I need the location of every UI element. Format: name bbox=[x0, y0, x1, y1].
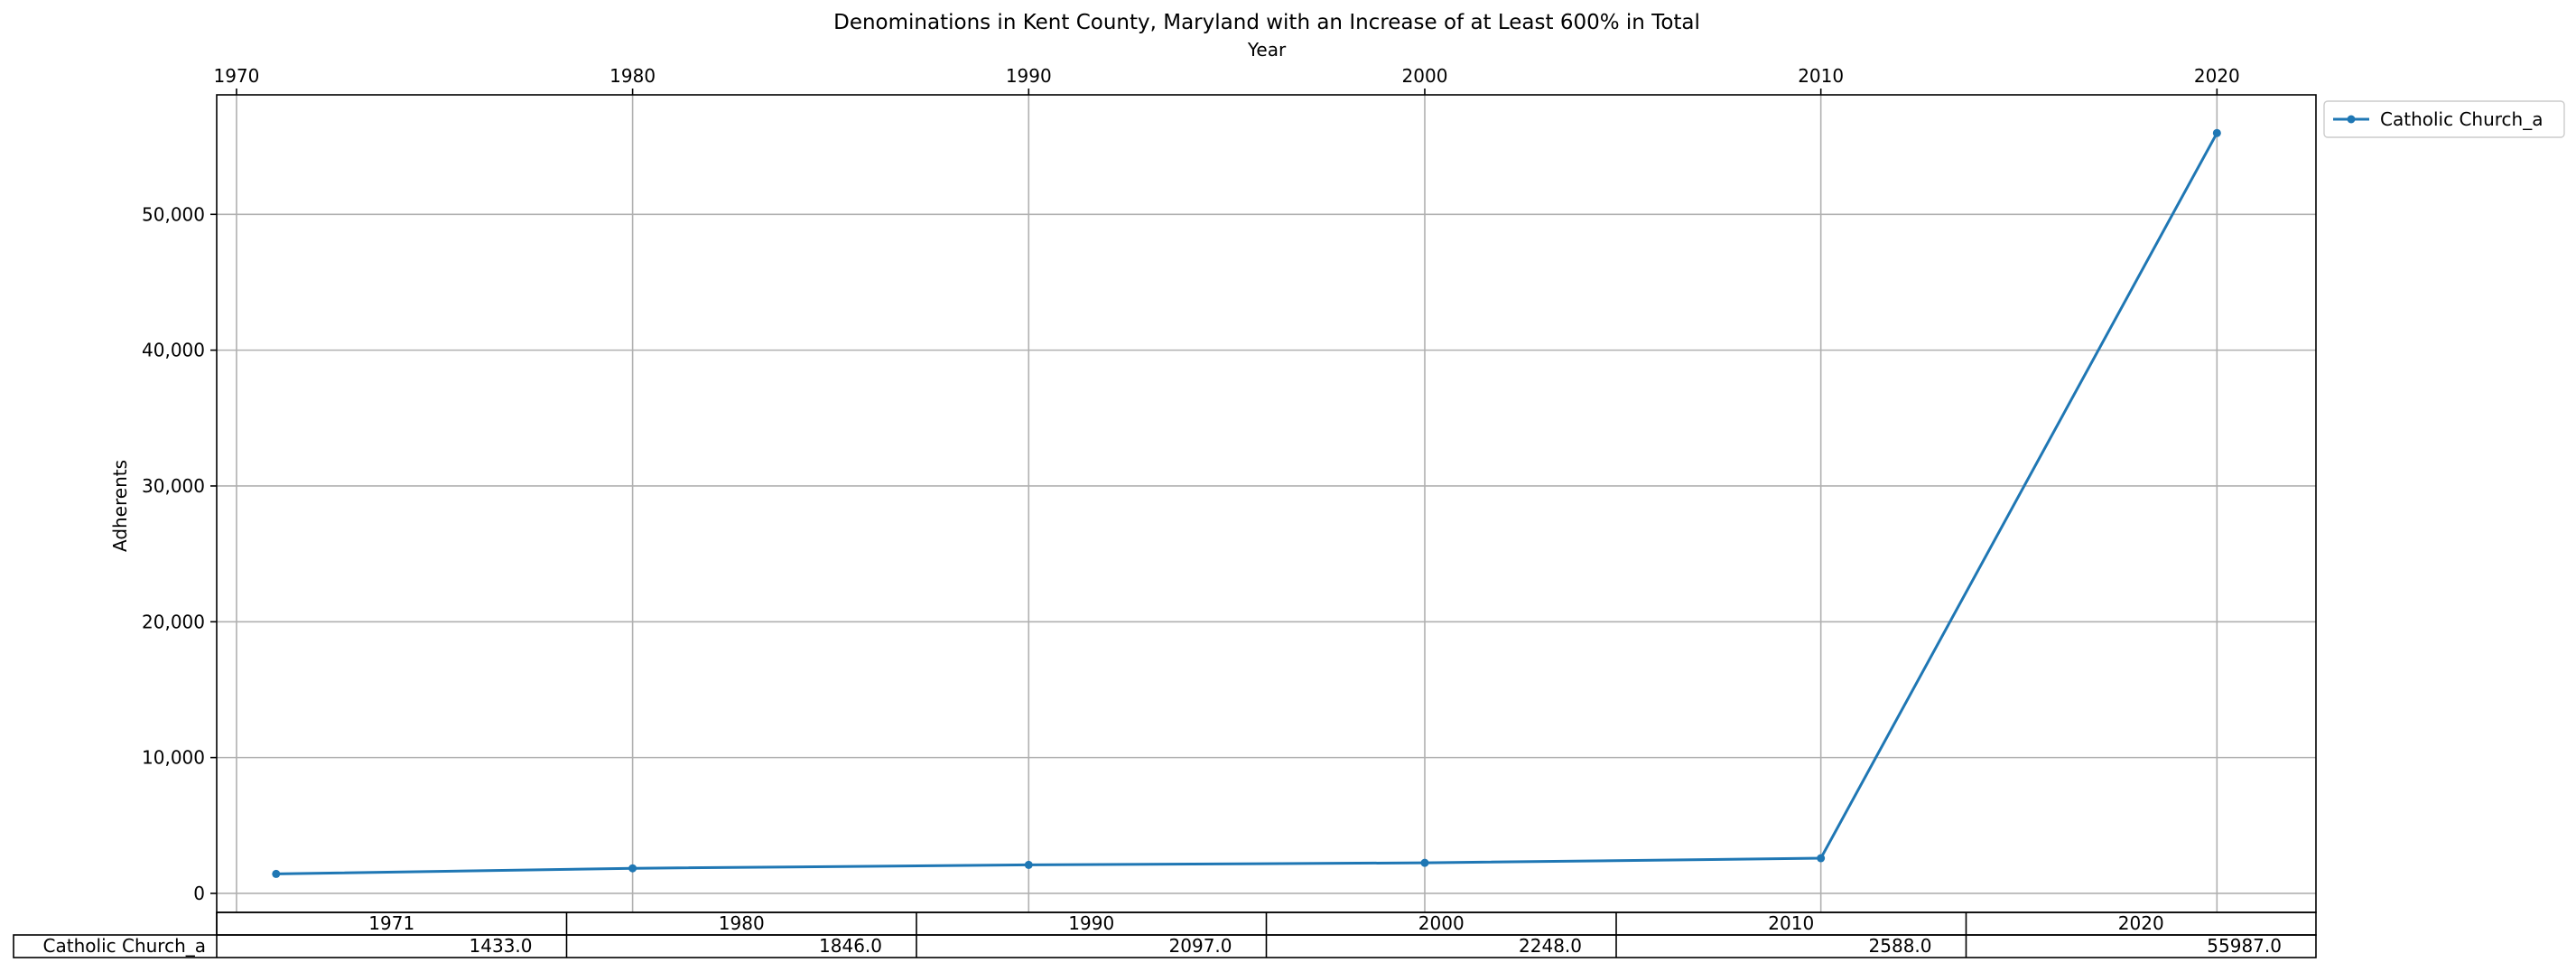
grid-lines bbox=[217, 95, 2316, 912]
y-tick-label: 50,000 bbox=[142, 203, 205, 225]
table-column-header: 2020 bbox=[2118, 912, 2164, 934]
table-column-header: 2000 bbox=[1418, 912, 1465, 934]
table-cell: 1433.0 bbox=[470, 935, 533, 957]
table-cell: 2097.0 bbox=[1169, 935, 1232, 957]
x-tick-label: 2000 bbox=[1402, 65, 1448, 87]
series-line bbox=[275, 132, 2218, 875]
x-tick-label: 1990 bbox=[1006, 65, 1052, 87]
legend-label: Catholic Church_a bbox=[2380, 108, 2543, 130]
data-point bbox=[1817, 854, 1826, 863]
y-tick-label: 30,000 bbox=[142, 475, 205, 497]
table-cell: 1846.0 bbox=[819, 935, 882, 957]
table-cell: 55987.0 bbox=[2207, 935, 2282, 957]
legend-frame bbox=[2323, 100, 2565, 138]
data-table: 1971 1980 1990 2000 2010 2020 Catholic Church_… bbox=[13, 911, 2317, 958]
data-point bbox=[2212, 128, 2221, 137]
table-cell: 2248.0 bbox=[1519, 935, 1582, 957]
y-tick-label: 0 bbox=[193, 883, 205, 904]
table-row bbox=[13, 934, 2317, 958]
legend: Catholic Church_a bbox=[2323, 100, 2565, 138]
table-column-header: 1990 bbox=[1068, 912, 1114, 934]
table-column-header: 1980 bbox=[719, 912, 765, 934]
data-point bbox=[1420, 858, 1429, 867]
table-column-header: 1971 bbox=[368, 912, 414, 934]
y-tick-label: 40,000 bbox=[142, 340, 205, 361]
y-axis-label: Adherents bbox=[109, 460, 131, 552]
y-tick-label: 20,000 bbox=[142, 611, 205, 632]
axes: 1970 1980 1990 2000 2010 2020 0 10,000 20,000 30,… bbox=[142, 65, 2317, 913]
table-cell: 2588.0 bbox=[1869, 935, 1932, 957]
legend-swatch-marker bbox=[2347, 115, 2356, 124]
table-column-header: 2010 bbox=[1768, 912, 1814, 934]
data-point bbox=[272, 869, 281, 878]
series-layer bbox=[272, 128, 2221, 878]
data-point bbox=[1024, 860, 1033, 869]
x-tick-label: 2020 bbox=[2194, 65, 2240, 87]
x-axis-label: Year bbox=[1247, 39, 1287, 61]
plot-frame bbox=[216, 94, 2317, 913]
table-row-label: Catholic Church_a bbox=[43, 935, 206, 957]
x-tick-label: 1970 bbox=[213, 65, 259, 87]
data-point bbox=[628, 864, 637, 873]
chart-title: Denominations in Kent County, Maryland w… bbox=[833, 11, 1700, 34]
y-tick-label: 10,000 bbox=[142, 747, 205, 769]
x-tick-label: 2010 bbox=[1798, 65, 1844, 87]
x-tick-label: 1980 bbox=[609, 65, 656, 87]
